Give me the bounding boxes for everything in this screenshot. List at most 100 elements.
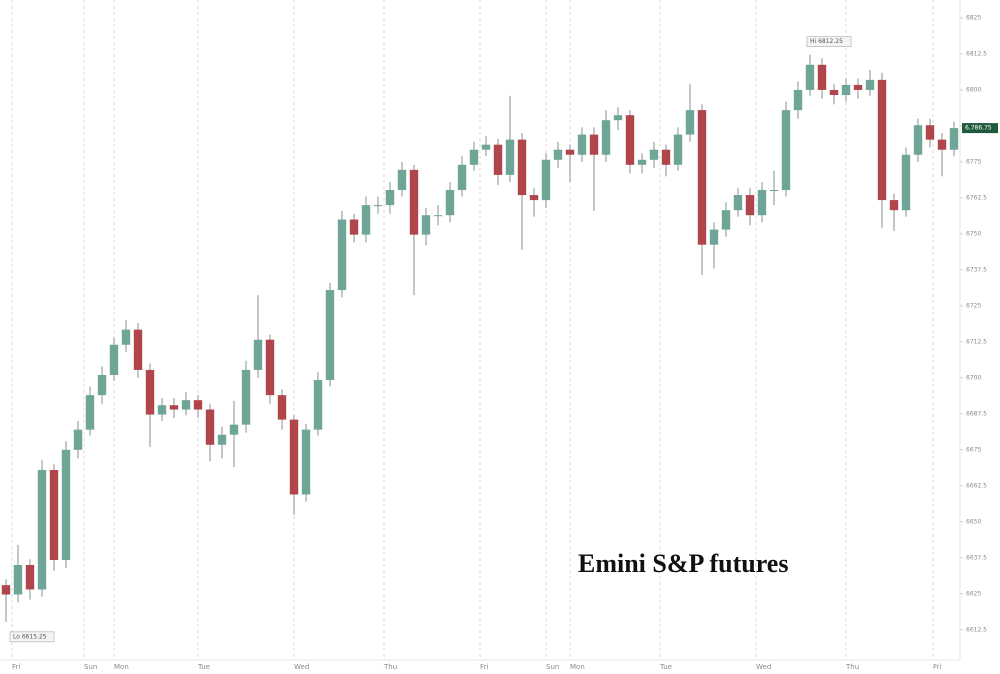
candle-body (181, 400, 191, 410)
y-tick-label: 6725 (966, 302, 981, 309)
candle-body (853, 84, 863, 90)
last-price: 6,786.75 (965, 125, 992, 132)
candle-body (793, 89, 803, 111)
candle-body (469, 149, 479, 165)
candle-body (37, 469, 47, 590)
x-tick-label: Mon (114, 663, 129, 671)
candle-body (445, 190, 455, 216)
candle-body (241, 369, 251, 425)
y-tick-label: 6700 (966, 374, 981, 381)
candle-body (193, 400, 203, 410)
candle-body (865, 79, 875, 90)
candle-body (169, 405, 179, 410)
candle-body (349, 219, 359, 235)
y-tick-label: 6637.5 (966, 554, 987, 561)
candle-body (745, 195, 755, 216)
candle-body (373, 205, 383, 207)
x-tick-label: Sun (84, 663, 97, 671)
candle-body (313, 380, 323, 430)
candle-body (817, 64, 827, 90)
y-tick-label: 6625 (966, 590, 981, 597)
x-tick-label: Fri (933, 663, 941, 671)
candle-body (61, 449, 71, 560)
y-tick-label: 6612.5 (966, 626, 987, 633)
y-tick-label: 6812.5 (966, 50, 987, 57)
last-price-box (962, 123, 998, 134)
candle-body (757, 190, 767, 216)
candle-body (637, 159, 647, 165)
candle-body (481, 144, 491, 150)
candle-body (829, 89, 839, 96)
candle-body (589, 134, 599, 155)
candle-body (397, 169, 407, 191)
low-tag: Lo 6615.25 (13, 633, 47, 640)
candle-body (109, 344, 119, 375)
x-tick-label: Mon (570, 663, 585, 671)
x-tick-label: Wed (294, 663, 309, 671)
candle-body (73, 429, 83, 450)
grid (11, 0, 963, 660)
candle-body (901, 154, 911, 211)
candle-body (925, 125, 935, 140)
candle-body (205, 409, 215, 445)
candle-body (361, 205, 371, 235)
candle-body (433, 215, 443, 217)
x-tick-label: Fri (12, 663, 20, 671)
candle-body (937, 139, 947, 150)
x-tick-label: Thu (845, 663, 859, 671)
y-tick-label: 6750 (966, 230, 981, 237)
candles (1, 54, 959, 622)
candle-body (289, 419, 299, 495)
candle-body (553, 149, 563, 160)
candle-body (1, 585, 11, 595)
candle-body (709, 229, 719, 245)
candle-body (457, 164, 467, 191)
candle-body (613, 115, 623, 121)
candle-body (265, 339, 275, 396)
x-tick-label: Fri (480, 663, 488, 671)
candle-body (685, 110, 695, 135)
candle-body (949, 128, 959, 150)
candle-body (337, 219, 347, 291)
candle-body (253, 339, 263, 370)
candle-body (661, 149, 671, 165)
x-tick-label: Thu (383, 663, 397, 671)
candle-body (385, 190, 395, 206)
candle-body (841, 84, 851, 96)
y-tick-label: 6675 (966, 446, 981, 453)
candle-body (733, 195, 743, 211)
candle-body (649, 149, 659, 160)
candle-body (673, 134, 683, 165)
candle-body (625, 115, 635, 165)
candle-body (565, 149, 575, 155)
x-tick-label: Wed (756, 663, 771, 671)
candle-body (157, 405, 167, 415)
y-tick-label: 6712.5 (966, 338, 987, 345)
candle-body (769, 190, 779, 192)
candle-body (697, 110, 707, 245)
candle-body (889, 200, 899, 211)
x-tick-label: Tue (197, 663, 210, 671)
candle-body (409, 169, 419, 235)
candle-body (541, 159, 551, 201)
y-tick-label: 6762.5 (966, 194, 987, 201)
high-tag-box (806, 36, 852, 48)
candle-body (85, 395, 95, 430)
y-tick-label: 6662.5 (966, 482, 987, 489)
y-tick-label: 6800 (966, 86, 981, 93)
candle-body (577, 134, 587, 155)
candle-body (25, 564, 35, 590)
candle-body (277, 395, 287, 420)
candle-body (913, 125, 923, 155)
labels: 68256812.568006787.567756762.567506737.5… (9, 14, 998, 671)
candle-body (325, 290, 335, 381)
y-tick-label: 6825 (966, 14, 981, 21)
candle-body (217, 434, 227, 445)
candle-body (493, 144, 503, 175)
candle-body (49, 469, 59, 560)
candle-body (145, 369, 155, 415)
candle-body (229, 424, 239, 435)
candle-body (97, 374, 107, 396)
